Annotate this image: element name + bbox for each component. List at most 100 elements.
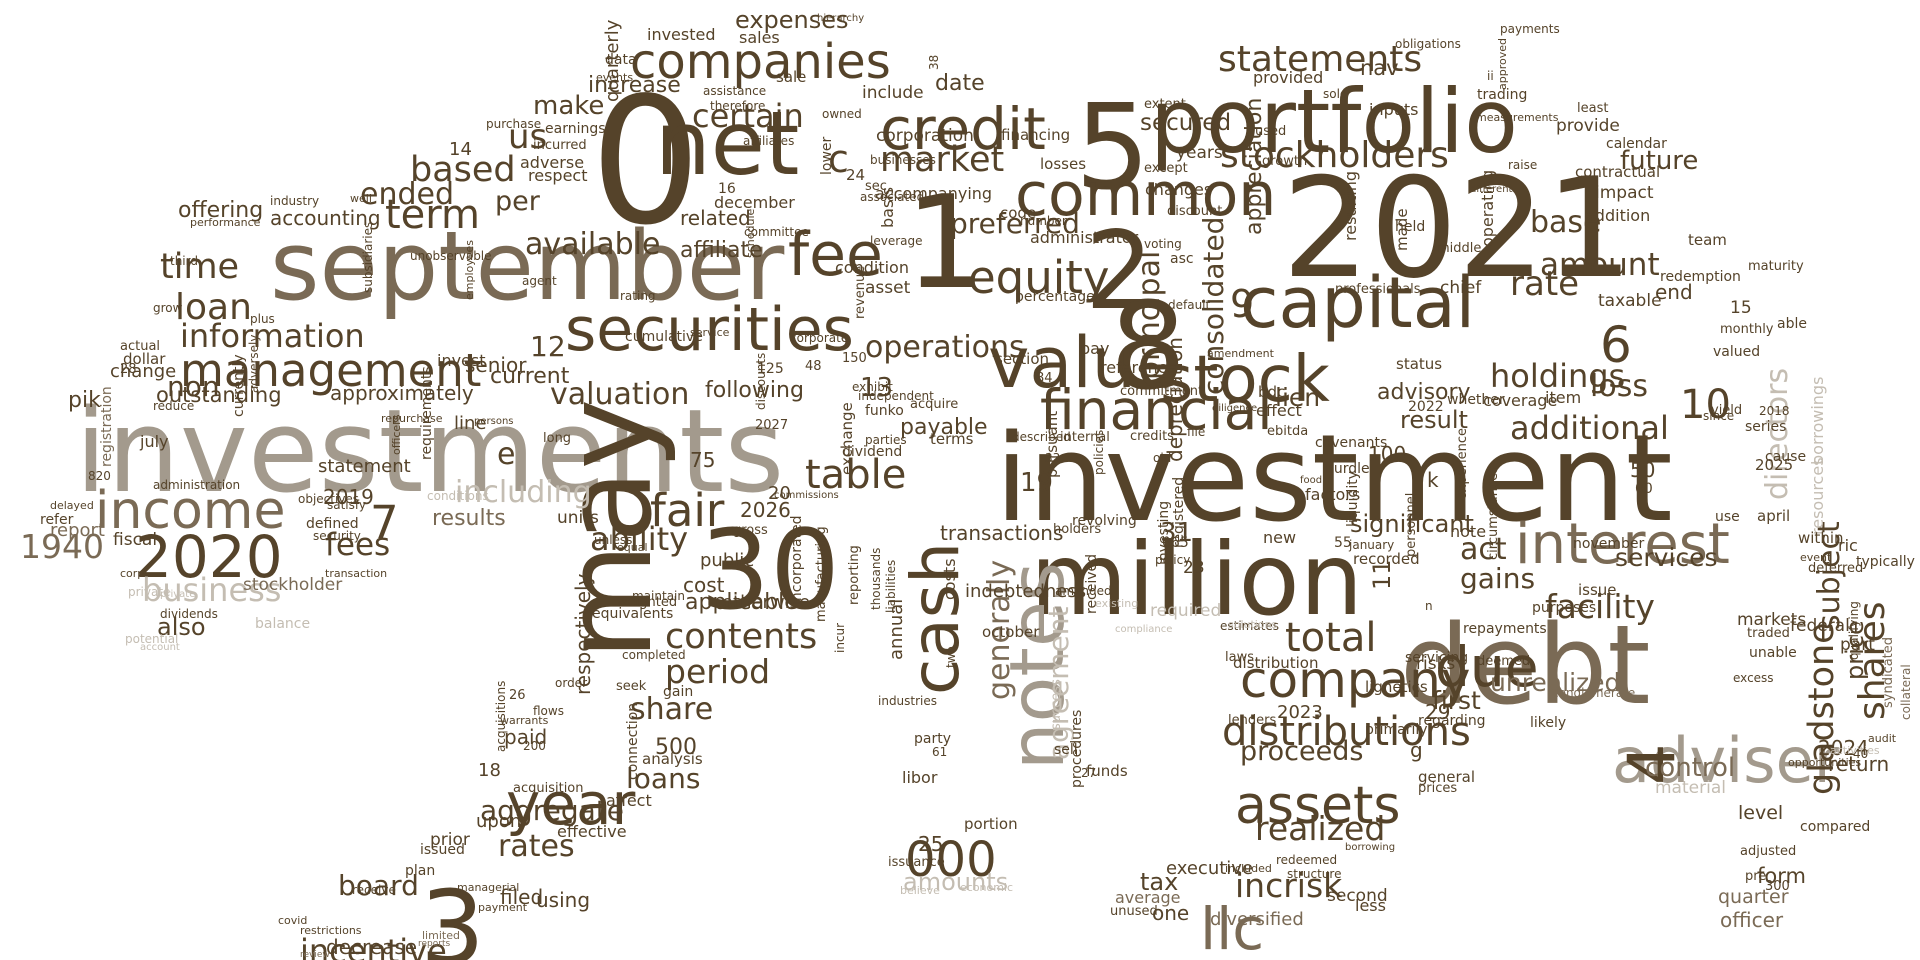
cloud-word: future (1620, 146, 1699, 176)
cloud-word: incrisk (1235, 866, 1343, 905)
cloud-word: likely (1530, 715, 1567, 731)
cloud-word: following (705, 378, 804, 403)
cloud-word: success (1049, 679, 1064, 730)
cloud-word: discount (1167, 204, 1223, 219)
cloud-word: company (1240, 651, 1471, 709)
cloud-word: order (555, 676, 587, 690)
cloud-word: diligence (1212, 403, 1258, 414)
cloud-word: losses (1040, 155, 1087, 173)
cloud-word: december (714, 193, 795, 212)
cloud-word: collateral (1899, 664, 1913, 720)
cloud-word: per (495, 186, 540, 217)
cloud-word: compliance (1115, 624, 1173, 635)
cloud-word: pik (68, 388, 101, 413)
cloud-word: funko (865, 403, 904, 419)
cloud-word: schedule (744, 208, 757, 258)
cloud-word: investments (75, 385, 785, 519)
cloud-word: 48 (805, 359, 822, 374)
cloud-word: credits (1130, 429, 1174, 444)
cloud-word: common (1015, 160, 1277, 230)
cloud-word: 12 (530, 330, 566, 363)
cloud-word: data (605, 52, 637, 68)
cloud-word: loan (175, 287, 252, 328)
cloud-word: review (300, 950, 330, 960)
cloud-word: respect (528, 166, 588, 185)
cloud-word: extent (1144, 97, 1186, 112)
cloud-word: asc (1170, 251, 1194, 267)
cloud-word: exchange (838, 402, 856, 475)
cloud-word: incentive (300, 932, 447, 960)
cloud-word: solutions (1228, 618, 1278, 631)
cloud-word: refer (40, 512, 74, 528)
cloud-word: decrease (326, 935, 418, 959)
cloud-word: fee (788, 220, 883, 290)
cloud-word: period (665, 652, 771, 691)
cloud-word: percentage (1015, 289, 1095, 305)
cloud-word: report (50, 520, 105, 541)
cloud-word: sales (739, 28, 780, 47)
cloud-word: defined (306, 516, 359, 532)
cloud-word: 2019 (323, 485, 374, 509)
cloud-word: years (1176, 143, 1223, 163)
cloud-word: revolving (1072, 513, 1137, 529)
cloud-word: economic (960, 881, 1014, 894)
cloud-word: hierarchy (817, 13, 865, 24)
cloud-word: different (1470, 184, 1513, 195)
cloud-word: certain (692, 97, 804, 135)
cloud-word: gain (663, 684, 694, 700)
cloud-word: 16 (718, 181, 736, 197)
cloud-word: code (1000, 204, 1037, 222)
cloud-word: typically (1856, 554, 1915, 570)
cloud-word: laws (1225, 650, 1254, 665)
cloud-word: senior (465, 353, 527, 377)
cloud-word: 31 (1160, 518, 1194, 548)
cloud-word: 00 (1635, 481, 1653, 497)
cloud-word: delayed (50, 499, 94, 512)
cloud-word: thousands (869, 547, 883, 610)
cloud-word: recorded (1353, 550, 1420, 568)
cloud-word: administrator (1030, 228, 1139, 247)
cloud-word: primarily (1365, 722, 1428, 738)
cloud-word: us (508, 117, 548, 157)
cloud-word: receive (352, 883, 396, 897)
cloud-word: reduce (153, 399, 195, 413)
cloud-word: sell (1054, 742, 1078, 758)
cloud-word: non (167, 370, 220, 403)
cloud-word: section (995, 350, 1050, 368)
cloud-word: business (142, 571, 282, 609)
cloud-word: valuation (550, 377, 690, 412)
cloud-word: stock (1160, 343, 1330, 417)
cloud-word: realized (1255, 809, 1386, 848)
cloud-word: resources (1808, 457, 1827, 535)
cloud-word: information (180, 317, 365, 355)
cloud-word: return (1828, 752, 1890, 776)
cloud-word: provide (1556, 116, 1620, 136)
cloud-word: within (1798, 529, 1844, 547)
cloud-word: acquisitions (494, 680, 508, 752)
cloud-word: ii (1487, 69, 1494, 83)
cloud-word: holders (1053, 522, 1102, 537)
cloud-word: 84 (1036, 371, 1053, 386)
cloud-word: term (385, 192, 480, 238)
cloud-word: 500 (655, 735, 697, 760)
cloud-word: investing (1156, 500, 1172, 565)
cloud-word: registration (99, 386, 115, 467)
cloud-word: board (338, 869, 419, 902)
cloud-word: middle (1437, 241, 1482, 256)
cloud-word: prices (1418, 781, 1458, 796)
cloud-word: qualifying (1847, 601, 1861, 660)
cloud-word: whether (1447, 392, 1505, 408)
cloud-word: described (1012, 430, 1071, 444)
cloud-word: results (432, 506, 506, 531)
cloud-word: loans (626, 762, 701, 795)
cloud-word: commissions (774, 490, 839, 501)
cloud-word: payments (1500, 22, 1560, 36)
cloud-word: item (1545, 388, 1582, 407)
cloud-word: least (1577, 101, 1609, 116)
cloud-word: 30 (700, 506, 840, 634)
cloud-word: also (157, 613, 206, 641)
cloud-word: balance (255, 616, 311, 632)
cloud-word: 29 (1425, 700, 1451, 724)
cloud-word: 9 (1230, 282, 1255, 326)
cloud-word: adviser (1612, 724, 1840, 797)
